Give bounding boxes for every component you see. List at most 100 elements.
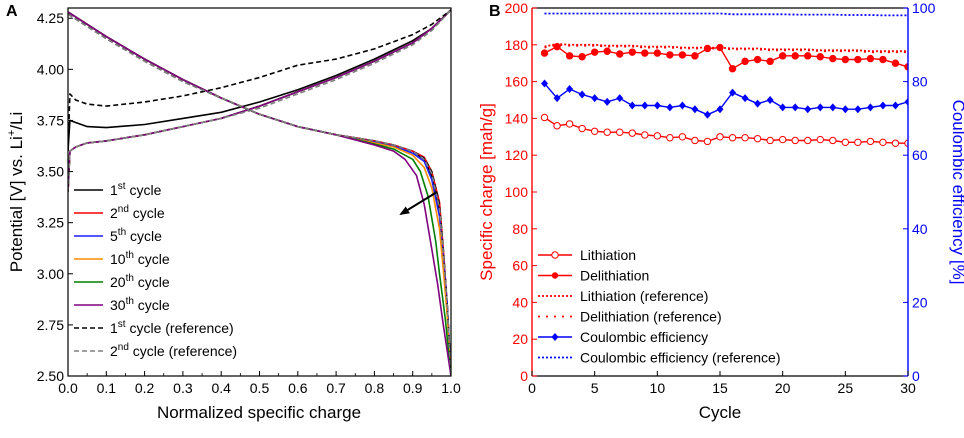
delithiation-point [666, 51, 674, 59]
lithiation-point [590, 127, 599, 135]
panel-b-right-tick-label: 100 [912, 0, 936, 16]
panel-a-charge-curve-3 [68, 9, 451, 193]
lithiation-point [741, 134, 749, 142]
panel-b-left-tick-label: 100 [505, 184, 529, 200]
panel-a-y-tick-label: 2.75 [37, 317, 64, 333]
delithiation-point [728, 65, 737, 73]
panel-b-legend-label: Coulombic efficiency [580, 329, 708, 345]
lithiation-point [791, 136, 799, 145]
coulombic-efficiency-point [854, 105, 862, 114]
coulombic-efficiency-point [879, 101, 887, 110]
panel-a-discharge-curve-6 [68, 11, 451, 376]
panel-a-x-tick-label: 0.4 [211, 380, 231, 396]
coulombic-efficiency-point [729, 88, 737, 97]
lithiation-point [553, 122, 561, 130]
delithiation-point [804, 52, 812, 60]
panel-b-legend-label: Lithiation [580, 247, 636, 263]
panel-b-left-tick-label: 80 [512, 221, 528, 237]
panel-a-y-tick-label: 3.00 [37, 266, 64, 282]
panel-a-charge-curve-6 [68, 9, 451, 193]
delithiation-point [653, 49, 662, 57]
panel-b-right-tick-label: 0 [912, 368, 920, 384]
coulombic-efficiency-point [904, 97, 908, 106]
coulombic-efficiency-point [866, 103, 874, 112]
lithiation-point [616, 128, 624, 136]
lithiation-point [653, 132, 662, 140]
coulombic-efficiency-point [766, 96, 774, 104]
lithiation-point [816, 135, 824, 144]
delithiation-point [578, 53, 586, 61]
panel-b-legend: Lithiation Delithiation Lithiation (refere… [538, 247, 781, 366]
panel-a-curves [68, 9, 451, 376]
delithiation-point [678, 51, 687, 59]
lithiation-point [641, 131, 649, 139]
delithiation-point [741, 57, 749, 66]
coulombic-efficiency-point [666, 103, 674, 112]
coulombic-efficiency-point [703, 110, 711, 119]
panel-b-legend-marker [551, 272, 559, 279]
panel-b-right-y-ticks: 0 20 40 60 80 100 [903, 0, 936, 384]
delithiation-point [816, 53, 824, 61]
panel-b-series [540, 12, 908, 147]
delithiation-point [879, 55, 887, 64]
lithiation-point [678, 133, 687, 141]
lithiation-point [879, 138, 887, 147]
panel-b-x-tick-label: 15 [712, 380, 728, 396]
panel-a-y-tick-label: 4.00 [37, 61, 64, 77]
delithiation-point [616, 50, 624, 58]
panel-a-x-axis-label: Normalized specific charge [157, 403, 361, 422]
coulombic-efficiency-point [628, 101, 636, 110]
lithiation-point [716, 133, 724, 141]
lithiation-point [829, 136, 837, 145]
lithiation-point [578, 124, 586, 133]
panel-b-x-tick-label: 0 [528, 380, 536, 396]
panel-a-y-label-sup: + [6, 130, 18, 136]
lithiation-point [778, 135, 787, 144]
coulombic-efficiency-point [578, 90, 586, 99]
panel-b-right-y-axis-label: Coulombic efficiency [%] [949, 100, 964, 285]
delithiation-point [691, 52, 699, 60]
panel-a-y-tick-label: 2.50 [37, 368, 64, 384]
panel-b-left-tick-label: 60 [512, 258, 528, 274]
panel-b-x-tick-label: 10 [650, 380, 666, 396]
panel-b-right-tick-label: 20 [912, 294, 928, 310]
coulombic-efficiency-point [829, 103, 837, 112]
coulombic-efficiency-point [791, 103, 799, 112]
panel-a-legend-label: 2nd cycle (reference) [110, 342, 237, 359]
panel-a-x-tick-label: 0.9 [403, 380, 423, 396]
panel-b-left-tick-label: 0 [520, 368, 528, 384]
coulombic-efficiency-point [691, 105, 699, 114]
panel-b-right-tick-label: 40 [912, 221, 928, 237]
panel-b-legend-label: Lithiation (reference) [580, 288, 708, 304]
delithiation-point [841, 55, 850, 64]
panel-a-y-label-end: /Li [7, 112, 26, 130]
panel-a-y-axis-label: Potential [V] vs. Li+/Li [6, 112, 26, 272]
delithiation-point [603, 47, 611, 55]
delithiation-point [766, 57, 774, 66]
coulombic-efficiency-point [541, 79, 549, 88]
panel-a: A 0.0 0.1 0.2 0.3 0.4 0.5 0.6 0.7 0.8 0.9 1.0 2.50… [6, 3, 461, 422]
coulombic-efficiency-point [891, 101, 899, 110]
lithiation-point [703, 137, 712, 146]
panel-a-y-label-main: Potential [V] vs. Li [7, 136, 26, 272]
panel-b-line-lithiation [544, 116, 908, 144]
panel-b-left-tick-label: 120 [505, 147, 529, 163]
delithiation-point [628, 48, 636, 56]
delithiation-point [891, 59, 900, 67]
coulombic-efficiency-point [779, 103, 787, 112]
delithiation-point [791, 52, 799, 60]
panel-b-legend-marker [551, 251, 559, 259]
delithiation-point [590, 48, 599, 56]
coulombic-efficiency-point [653, 101, 661, 110]
panel-a-legend: 1st cycle 2nd cycle 5th cycle 10th cycle 20t… [74, 181, 237, 359]
coulombic-efficiency-point [603, 97, 611, 106]
panel-b-x-tick-label: 5 [591, 380, 599, 396]
coulombic-efficiency-point [716, 105, 724, 114]
panel-a-charge-curve-1 [68, 9, 451, 152]
panel-b-x-axis-label: Cycle [699, 403, 742, 422]
coulombic-efficiency-point [816, 103, 824, 112]
lithiation-point [603, 128, 611, 136]
panel-a-x-ticks: 0.0 0.1 0.2 0.3 0.4 0.5 0.6 0.7 0.8 0.9 1.0 [58, 371, 461, 396]
delithiation-point [641, 49, 649, 57]
